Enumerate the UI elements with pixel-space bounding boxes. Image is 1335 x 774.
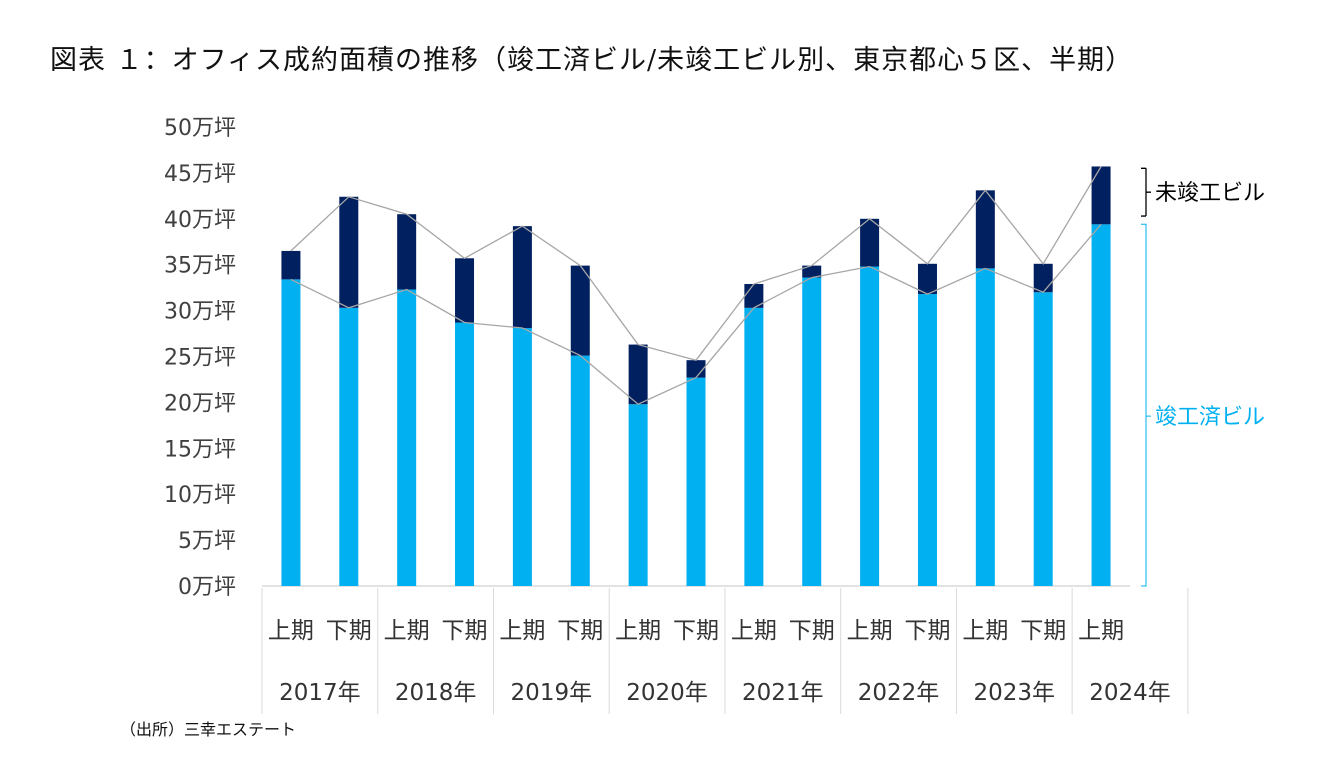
bar-uncompleted: [1033, 263, 1053, 293]
bar-completed: [570, 355, 590, 586]
bar-completed: [917, 294, 937, 586]
y-tick-label: 20万坪: [164, 391, 236, 416]
bar-completed: [1091, 224, 1111, 587]
bar-uncompleted: [860, 218, 880, 267]
x-tick-label-half: 下期: [1020, 618, 1066, 644]
bars: [281, 166, 1111, 587]
series-lines: [290, 166, 1102, 405]
annotation-completed: 竣工済ビル: [1155, 405, 1265, 430]
bar-completed: [1033, 292, 1053, 586]
bar-completed: [628, 404, 648, 586]
x-tick-label-half: 上期: [962, 618, 1008, 644]
bar-uncompleted: [1091, 166, 1111, 225]
x-tick-label-half: 下期: [789, 618, 835, 644]
x-tick-label-half: 上期: [499, 618, 545, 644]
y-tick-label: 35万坪: [164, 254, 236, 279]
x-tick-label-half: 上期: [731, 618, 777, 644]
bar-uncompleted: [628, 344, 648, 405]
x-tick-label-year: 2023年: [973, 680, 1055, 706]
bar-completed: [744, 307, 764, 586]
x-tick-label-year: 2022年: [858, 680, 940, 706]
y-tick-label: 5万坪: [178, 529, 236, 554]
chart-title: 図表 １：オフィス成約面積の推移（竣工済ビル/未竣工ビル別、東京都心５区、半期）: [50, 45, 1134, 76]
source-note: （出所）三幸エステート: [120, 720, 297, 739]
x-tick-label-year: 2020年: [626, 680, 708, 706]
bar-uncompleted: [570, 265, 590, 356]
y-tick-label: 40万坪: [164, 208, 236, 233]
y-tick-label: 15万坪: [164, 437, 236, 462]
bar-completed: [397, 289, 417, 586]
x-tick-label-year: 2024年: [1089, 680, 1171, 706]
x-tick-label-year: 2017年: [279, 680, 361, 706]
x-tick-label-half: 下期: [673, 618, 719, 644]
bar-completed: [339, 307, 359, 586]
y-tick-label: 25万坪: [164, 346, 236, 371]
bar-completed: [455, 322, 475, 586]
bar-completed: [686, 377, 706, 586]
total-line: [290, 166, 1102, 361]
y-tick-label: 30万坪: [164, 300, 236, 325]
x-tick-label-year: 2021年: [742, 680, 824, 706]
bar-uncompleted: [917, 263, 937, 295]
bar-uncompleted: [512, 226, 532, 329]
completed-bracket: [1141, 223, 1151, 587]
x-tick-label-half: 下期: [326, 618, 372, 644]
bar-uncompleted: [802, 265, 822, 278]
x-tick-label-half: 上期: [268, 618, 314, 644]
uncompleted-bracket: [1141, 167, 1151, 217]
x-tick-label-year: 2018年: [395, 680, 477, 706]
annotation-uncompleted: 未竣工ビル: [1155, 181, 1265, 206]
x-tick-label-half: 上期: [384, 618, 430, 644]
bar-completed: [975, 268, 995, 586]
y-tick-label: 50万坪: [164, 116, 236, 141]
x-tick-label-half: 上期: [847, 618, 893, 644]
x-tick-label-half: 下期: [904, 618, 950, 644]
bar-uncompleted: [455, 258, 475, 323]
x-tick-label-half: 上期: [615, 618, 661, 644]
bar-uncompleted: [397, 214, 417, 290]
y-axis-ticks: 0万坪 5万坪 10万坪 15万坪 20万坪 25万坪 30万坪 35万坪 40万坪 45万坪 50…: [164, 116, 236, 600]
bar-completed: [802, 277, 822, 586]
bar-completed: [512, 328, 532, 586]
y-tick-label: 45万坪: [164, 162, 236, 187]
completed-line: [290, 223, 1102, 405]
x-tick-label-half: 上期: [1078, 618, 1124, 644]
x-tick-label-year: 2019年: [511, 680, 593, 706]
bar-completed: [281, 279, 301, 586]
bar-uncompleted: [281, 250, 301, 280]
y-tick-label: 10万坪: [164, 483, 236, 508]
x-tick-label-half: 下期: [442, 618, 488, 644]
bar-uncompleted: [686, 360, 706, 378]
bar-uncompleted: [975, 190, 995, 269]
bar-uncompleted: [339, 196, 359, 308]
bar-completed: [860, 266, 880, 586]
y-tick-label: 0万坪: [178, 575, 236, 600]
x-tick-label-half: 下期: [557, 618, 603, 644]
